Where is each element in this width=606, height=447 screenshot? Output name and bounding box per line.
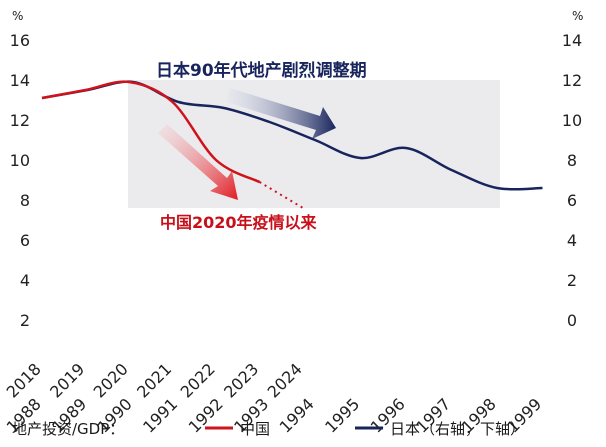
top-x-tick-label: 2024 xyxy=(264,359,306,401)
top-x-tick-label: 2023 xyxy=(220,359,262,401)
left-axis-tick-label: 8 xyxy=(20,191,30,210)
left-axis: 2 4 6 8 10 12 14 16% xyxy=(10,9,30,330)
left-axis-tick-label: 10 xyxy=(10,151,30,170)
top-x-tick-label: 2019 xyxy=(46,359,88,401)
annotation-china: 中国2020年疫情以来 xyxy=(160,213,318,232)
top-x-tick-label: 2018 xyxy=(3,359,45,401)
adjustment-period-shade xyxy=(128,80,500,208)
legend: 地产投资/GDP： 中国 日本（右轴，下轴） xyxy=(12,420,525,438)
adjustment-arrow-china xyxy=(158,124,238,200)
bottom-x-tick-label: 1992 xyxy=(185,394,227,436)
right-axis-tick-label: 10 xyxy=(562,111,582,130)
left-axis-tick-label: 4 xyxy=(20,271,30,290)
left-axis-tick-label: 2 xyxy=(20,311,30,330)
right-axis-tick-label: 8 xyxy=(567,151,577,170)
right-axis-tick-label: 2 xyxy=(567,271,577,290)
top-x-tick-label: 2020 xyxy=(90,359,132,401)
legend-label-china: 中国 xyxy=(240,420,270,438)
bottom-x-tick-label: 1995 xyxy=(321,394,363,436)
right-axis-tick-label: 4 xyxy=(567,231,577,250)
right-axis-unit: % xyxy=(572,9,583,23)
left-axis-tick-label: 14 xyxy=(10,71,30,90)
series-projection-china xyxy=(258,181,304,209)
top-x-axis: 2018 2019 2020 2021 2022 2023 2024 xyxy=(3,359,306,401)
left-axis-tick-label: 16 xyxy=(10,31,30,50)
bottom-x-tick-label: 1994 xyxy=(276,394,318,436)
right-axis-tick-label: 0 xyxy=(567,311,577,330)
right-axis-tick-label: 12 xyxy=(562,71,582,90)
legend-title: 地产投资/GDP： xyxy=(12,420,124,438)
series-line-china xyxy=(41,80,261,184)
right-axis-tick-label: 6 xyxy=(567,191,577,210)
annotation-japan: 日本90年代地产剧烈调整期 xyxy=(156,60,367,81)
right-axis-tick-label: 14 xyxy=(562,31,582,50)
legend-label-japan: 日本（右轴，下轴） xyxy=(390,420,525,438)
top-x-tick-label: 2021 xyxy=(133,359,175,401)
series-layer xyxy=(41,80,543,209)
right-axis: 0 2 4 6 8 10 12 14% xyxy=(562,9,584,330)
left-axis-tick-label: 12 xyxy=(10,111,30,130)
adjustment-arrow-japan xyxy=(226,88,336,139)
left-axis-tick-label: 6 xyxy=(20,231,30,250)
left-axis-unit: % xyxy=(12,9,23,23)
